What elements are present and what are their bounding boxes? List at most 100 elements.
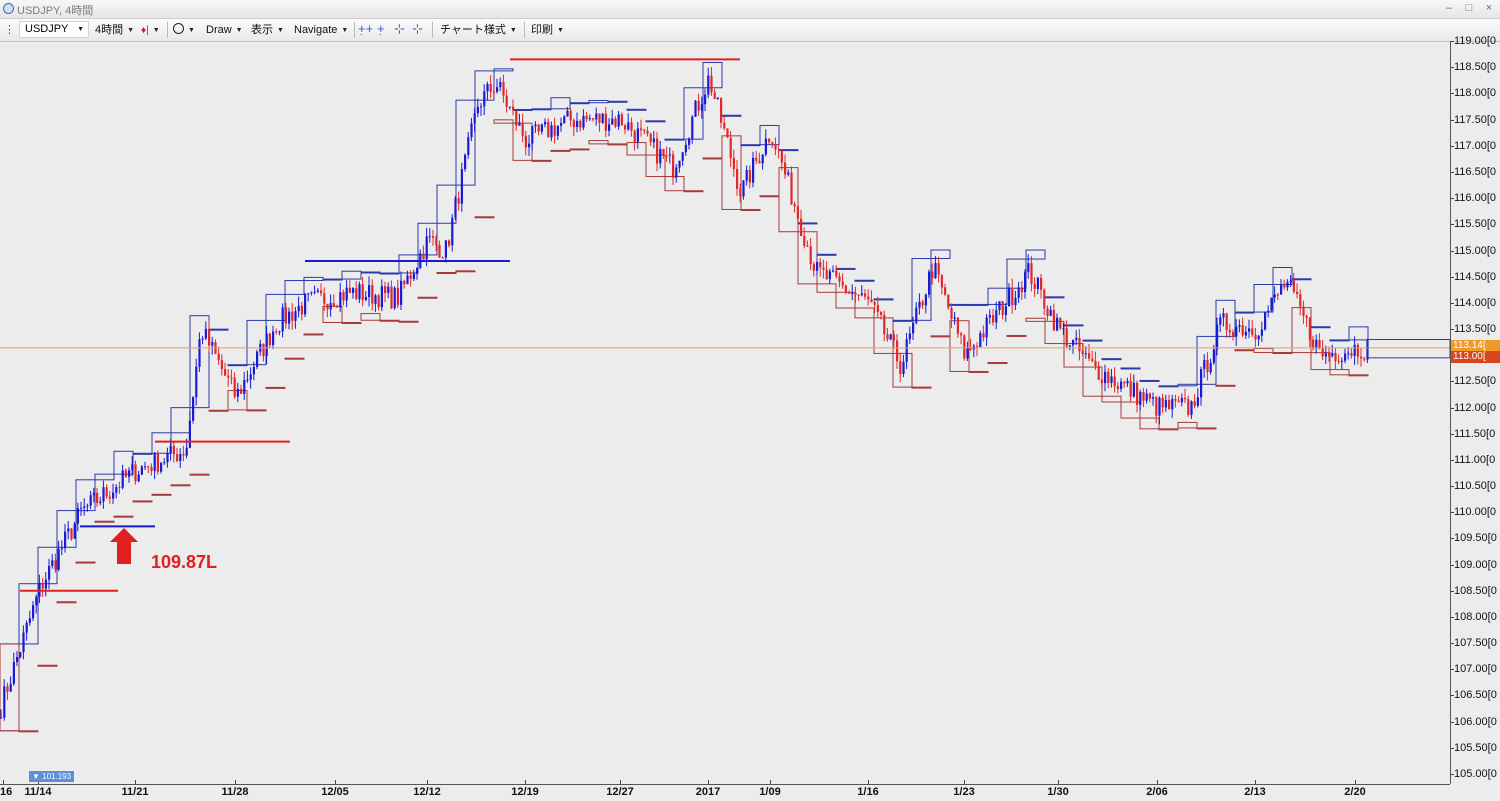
price-tick-label: 117.50[0 [1454, 113, 1497, 126]
title-bar: USDJPY, 4時間 – □ × [0, 0, 1500, 19]
period-high-box [398, 254, 419, 274]
candle-body [985, 317, 988, 338]
candle-body [1091, 358, 1094, 361]
price-axis-line [1450, 42, 1451, 784]
candle-body [1024, 272, 1027, 293]
symbol-select[interactable]: USDJPY ▼ [19, 21, 89, 38]
candle-body [560, 122, 563, 126]
candle-body [128, 470, 131, 477]
candle-body [819, 262, 822, 268]
price-tick-label: 106.50[0 [1454, 689, 1497, 702]
time-tick [3, 780, 4, 784]
candle-body [803, 236, 806, 247]
candle-body [1260, 329, 1263, 336]
maximize-button[interactable]: □ [1465, 2, 1473, 14]
time-tick [1355, 780, 1356, 784]
period-low-box [1177, 421, 1198, 429]
candle-body [336, 306, 339, 308]
crosshair-cross-icon[interactable]: ⊹ [394, 21, 405, 36]
candle-body [643, 130, 646, 132]
candle-body [1187, 399, 1190, 415]
candle-body [1100, 379, 1103, 384]
price-tick-label: 112.50[0 [1454, 375, 1497, 388]
crosshair-split-icon[interactable]: ⊹ [412, 21, 423, 36]
candle-body [211, 342, 214, 346]
timeframe-select[interactable]: 4時間 ▼ [95, 23, 134, 37]
candle-body [1203, 359, 1206, 370]
candle-body [1123, 381, 1126, 384]
chart-style-menu[interactable]: チャート様式 ▼ [440, 23, 517, 37]
candle-body [665, 155, 668, 157]
candle-body [230, 377, 233, 379]
candle-body [1212, 349, 1215, 363]
candle-body [400, 280, 403, 305]
price-tick-label: 117.00[0 [1454, 139, 1497, 152]
candle-body [489, 83, 492, 92]
candle-body [905, 339, 908, 362]
candle-body [1081, 351, 1084, 354]
candle-body [48, 565, 51, 580]
price-tick-label: 115.00[0 [1454, 244, 1497, 257]
price-tick [1450, 512, 1454, 514]
candle-body [252, 367, 255, 375]
candle-body [992, 315, 995, 323]
period-high-box [37, 546, 58, 585]
candle-body [35, 596, 38, 606]
print-menu[interactable]: 印刷 ▼ [531, 23, 564, 37]
candle-body [880, 311, 883, 315]
chart-type-select[interactable]: ♦| ▼ [141, 23, 160, 37]
candle-body [291, 311, 294, 321]
period-high-box [1139, 379, 1160, 382]
candle-body [380, 286, 383, 308]
candle-body [0, 717, 3, 719]
candle-body [1273, 294, 1276, 298]
minimize-button[interactable]: – [1445, 2, 1453, 14]
candle-body [521, 122, 524, 136]
navigate-label: Navigate [294, 24, 338, 36]
candle-body [710, 75, 713, 93]
shape-tool-select[interactable]: ▼ [173, 23, 195, 37]
price-chart[interactable]: 109.87L [0, 42, 1450, 784]
candle-body [659, 148, 662, 164]
candle-body [1107, 371, 1110, 383]
candle-body [268, 333, 271, 346]
crosshair-right-icon[interactable]: +̣ [377, 21, 385, 36]
candle-body [1011, 287, 1014, 306]
candle-body [473, 113, 476, 124]
candle-body [1017, 287, 1020, 298]
period-high-box [303, 276, 324, 282]
candle-body [457, 198, 460, 204]
period-high-box [569, 102, 590, 105]
candle-body [150, 467, 153, 472]
candle-body [592, 118, 595, 120]
candle-body [588, 118, 591, 120]
candle-body [1254, 334, 1257, 340]
navigate-menu[interactable]: Navigate ▼ [294, 23, 348, 37]
candle-body [832, 270, 835, 272]
time-tick-label: 1/23 [953, 786, 975, 798]
crosshair-icon[interactable]: +̣+ [358, 21, 374, 36]
price-tick [1450, 695, 1454, 697]
candle-body [307, 293, 310, 295]
candle-body [57, 548, 60, 570]
period-high-box [930, 249, 951, 260]
candle-body [668, 154, 671, 156]
candle-body [742, 180, 745, 197]
close-button[interactable]: × [1485, 2, 1493, 14]
period-low-box [1272, 352, 1293, 355]
display-menu[interactable]: 表示 ▼ [251, 23, 284, 37]
price-tick-label: 105.50[0 [1454, 741, 1497, 754]
period-high-box [759, 124, 780, 146]
period-low-box [265, 386, 286, 389]
candle-body [1244, 331, 1247, 336]
candle-body [790, 172, 793, 205]
candle-body [12, 662, 15, 684]
candle-body [326, 303, 329, 310]
candle-body [390, 286, 393, 309]
period-low-box [1006, 334, 1027, 337]
candle-body [1209, 362, 1212, 373]
candle-body [1360, 356, 1363, 359]
draw-menu[interactable]: Draw ▼ [206, 23, 243, 37]
price-tick-label: 111.50[0 [1454, 427, 1496, 440]
candle-body [425, 236, 428, 260]
